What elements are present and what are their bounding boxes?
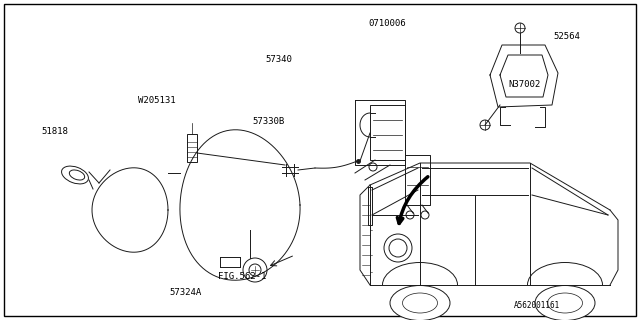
Text: 51818: 51818: [42, 127, 68, 136]
Text: 0710006: 0710006: [368, 20, 406, 28]
Text: W205131: W205131: [138, 96, 175, 105]
Text: N37002: N37002: [509, 80, 541, 89]
Ellipse shape: [390, 285, 450, 320]
Text: A562001161: A562001161: [514, 301, 560, 310]
Circle shape: [243, 258, 267, 282]
Bar: [370, 105, 405, 160]
Text: 52564: 52564: [554, 32, 580, 41]
Text: 57330B: 57330B: [253, 117, 285, 126]
Text: 57324A: 57324A: [170, 288, 202, 297]
Ellipse shape: [535, 285, 595, 320]
Bar: [187, 134, 197, 162]
Text: 57340: 57340: [266, 55, 292, 64]
Text: FIG.562-1: FIG.562-1: [218, 272, 266, 281]
